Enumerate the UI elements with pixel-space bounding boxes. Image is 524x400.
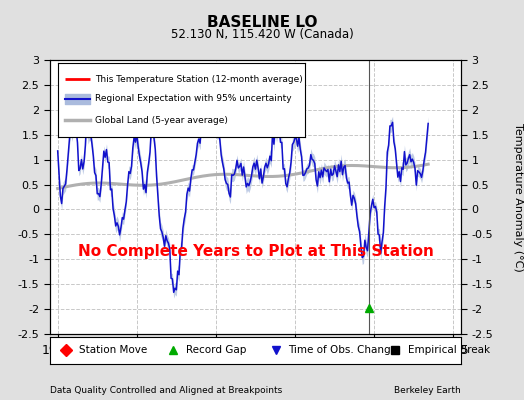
- Text: Data Quality Controlled and Aligned at Breakpoints: Data Quality Controlled and Aligned at B…: [50, 386, 282, 395]
- Text: Station Move: Station Move: [79, 345, 147, 355]
- Text: Berkeley Earth: Berkeley Earth: [395, 386, 461, 395]
- Text: Record Gap: Record Gap: [185, 345, 246, 355]
- Text: No Complete Years to Plot at This Station: No Complete Years to Plot at This Statio…: [78, 244, 433, 259]
- Text: Time of Obs. Change: Time of Obs. Change: [288, 345, 397, 355]
- Text: Empirical Break: Empirical Break: [408, 345, 490, 355]
- Text: 52.130 N, 115.420 W (Canada): 52.130 N, 115.420 W (Canada): [171, 28, 353, 41]
- Text: BASELINE LO: BASELINE LO: [207, 15, 317, 30]
- Y-axis label: Temperature Anomaly (°C): Temperature Anomaly (°C): [512, 123, 523, 271]
